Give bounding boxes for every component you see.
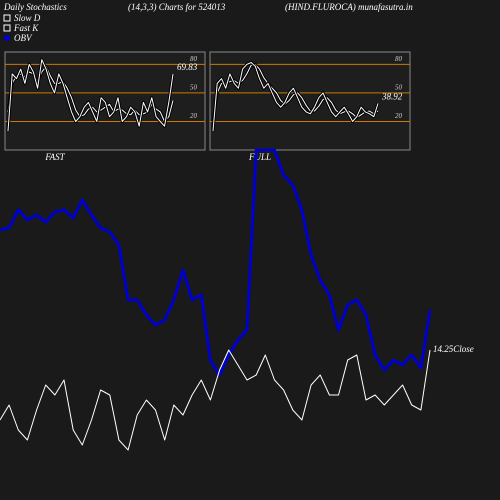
panel [209, 51, 411, 151]
y-tick-label: 80 [190, 55, 198, 63]
series-line [7, 59, 174, 132]
price-line [0, 349, 431, 451]
y-tick-label: 80 [395, 55, 403, 63]
legend-label: OBV [14, 33, 33, 43]
legend-swatch [4, 35, 10, 41]
panel-title: FAST [44, 152, 65, 162]
y-tick-label: 20 [395, 112, 403, 120]
legend-swatch [3, 14, 11, 22]
header-right: (HIND.FLUROCA) munafasutra.in [285, 2, 413, 12]
header-center: (14,3,3) Charts for 524013 [128, 2, 226, 12]
legend-swatch [3, 24, 11, 32]
close-name: Close [453, 344, 474, 354]
value-label: 38.92 [381, 92, 403, 102]
y-tick-label: 50 [395, 84, 403, 92]
close-value: 14.25 [433, 344, 454, 354]
header-left: Daily Stochastics [3, 2, 67, 12]
legend-label: Slow D [14, 13, 41, 23]
y-tick-label: 20 [190, 112, 198, 120]
series-line [212, 62, 379, 132]
value-label: 69.83 [177, 62, 198, 72]
legend-label: Fast K [13, 23, 39, 33]
obv-line [0, 148, 432, 377]
close-label: 14.25Close [433, 344, 474, 354]
y-tick-label: 50 [190, 84, 198, 92]
panel-title: FULL [248, 152, 271, 162]
